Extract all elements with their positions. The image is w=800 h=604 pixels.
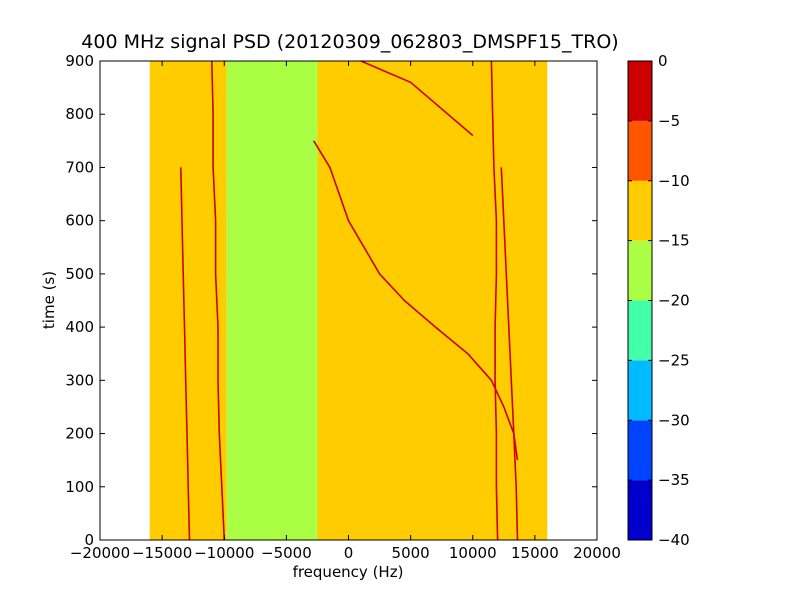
y-tick-label: 200 (65, 425, 94, 443)
x-tick-label: −15000 (132, 544, 192, 562)
signal-trace (490, 60, 499, 541)
y-tick-label: 500 (65, 265, 94, 283)
colorbar-segment (628, 240, 652, 301)
colorbar: 0 −5 −10 −15 −20 −25 −30 −35 −40 (627, 52, 690, 549)
y-tick-label: 100 (65, 478, 94, 496)
y-tick-label: 900 (65, 52, 94, 70)
signal-trace (313, 140, 519, 461)
colorbar-tick-label: 0 (658, 52, 668, 70)
y-tick-label: 600 (65, 212, 94, 230)
colorbar-tick-label: −25 (658, 351, 690, 369)
x-tick-label: 10000 (449, 544, 497, 562)
colorbar-segment (628, 360, 652, 421)
colorbar-tick-label: −20 (658, 292, 690, 310)
x-tick-label: 5000 (392, 544, 430, 562)
signal-trace (180, 167, 191, 541)
chart-title: 400 MHz signal PSD (20120309_062803_DMSP… (81, 31, 618, 53)
colorbar-segment (628, 180, 652, 241)
x-tick-label: −20000 (70, 544, 130, 562)
heatmap-region (317, 61, 349, 540)
colorbar-tick-label: −40 (658, 531, 690, 549)
heatmap-region (226, 61, 318, 540)
y-axis-label: time (s) (40, 271, 58, 329)
colorbar-segment (628, 120, 652, 181)
colorbar-tick-label: −5 (658, 112, 680, 130)
signal-traces (180, 60, 519, 541)
colorbar-tick-label: −35 (658, 471, 690, 489)
signal-trace (360, 60, 474, 137)
axes: −20000 −15000 −10000 −5000 0 5000 10000 15000 20… (65, 52, 621, 562)
colorbar-segment (628, 420, 652, 481)
y-tick-label: 800 (65, 105, 94, 123)
heatmap-region (348, 61, 548, 540)
colorbar-tick-label: −10 (658, 172, 690, 190)
y-tick-label: 700 (65, 158, 94, 176)
colorbar-tick-label: −15 (658, 232, 690, 250)
x-tick-label: 15000 (511, 544, 559, 562)
x-tick-label: 20000 (573, 544, 621, 562)
x-axis-label: frequency (Hz) (293, 563, 404, 581)
signal-trace (500, 167, 519, 541)
y-tick-label: 300 (65, 371, 94, 389)
y-tick-label: 0 (84, 531, 94, 549)
y-tick-label: 400 (65, 318, 94, 336)
colorbar-tick-label: −30 (658, 411, 690, 429)
x-tick-label: −10000 (194, 544, 254, 562)
heatmap-regions (149, 61, 548, 540)
colorbar-segment (628, 480, 652, 540)
x-tick-label: 0 (344, 544, 354, 562)
x-tick-label: −5000 (261, 544, 312, 562)
signal-trace (211, 60, 226, 541)
colorbar-segment (628, 300, 652, 361)
colorbar-segment (628, 61, 652, 121)
